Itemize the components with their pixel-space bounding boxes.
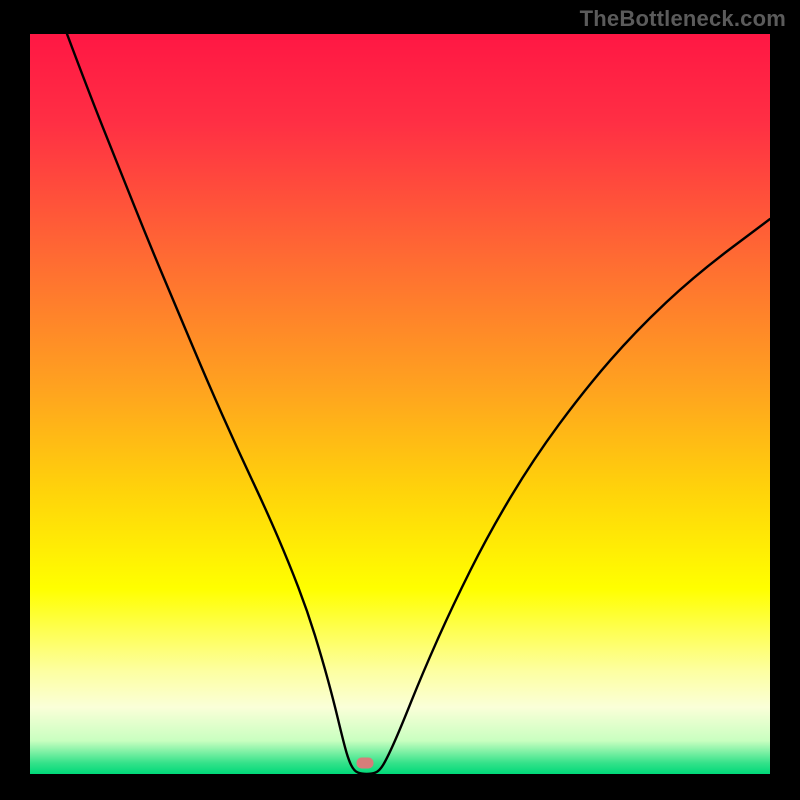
plot-svg bbox=[30, 34, 770, 774]
plot-background bbox=[30, 34, 770, 774]
optimum-marker bbox=[357, 757, 374, 768]
chart-frame: TheBottleneck.com bbox=[0, 0, 800, 800]
watermark-text: TheBottleneck.com bbox=[580, 6, 786, 32]
plot-area bbox=[30, 34, 770, 774]
